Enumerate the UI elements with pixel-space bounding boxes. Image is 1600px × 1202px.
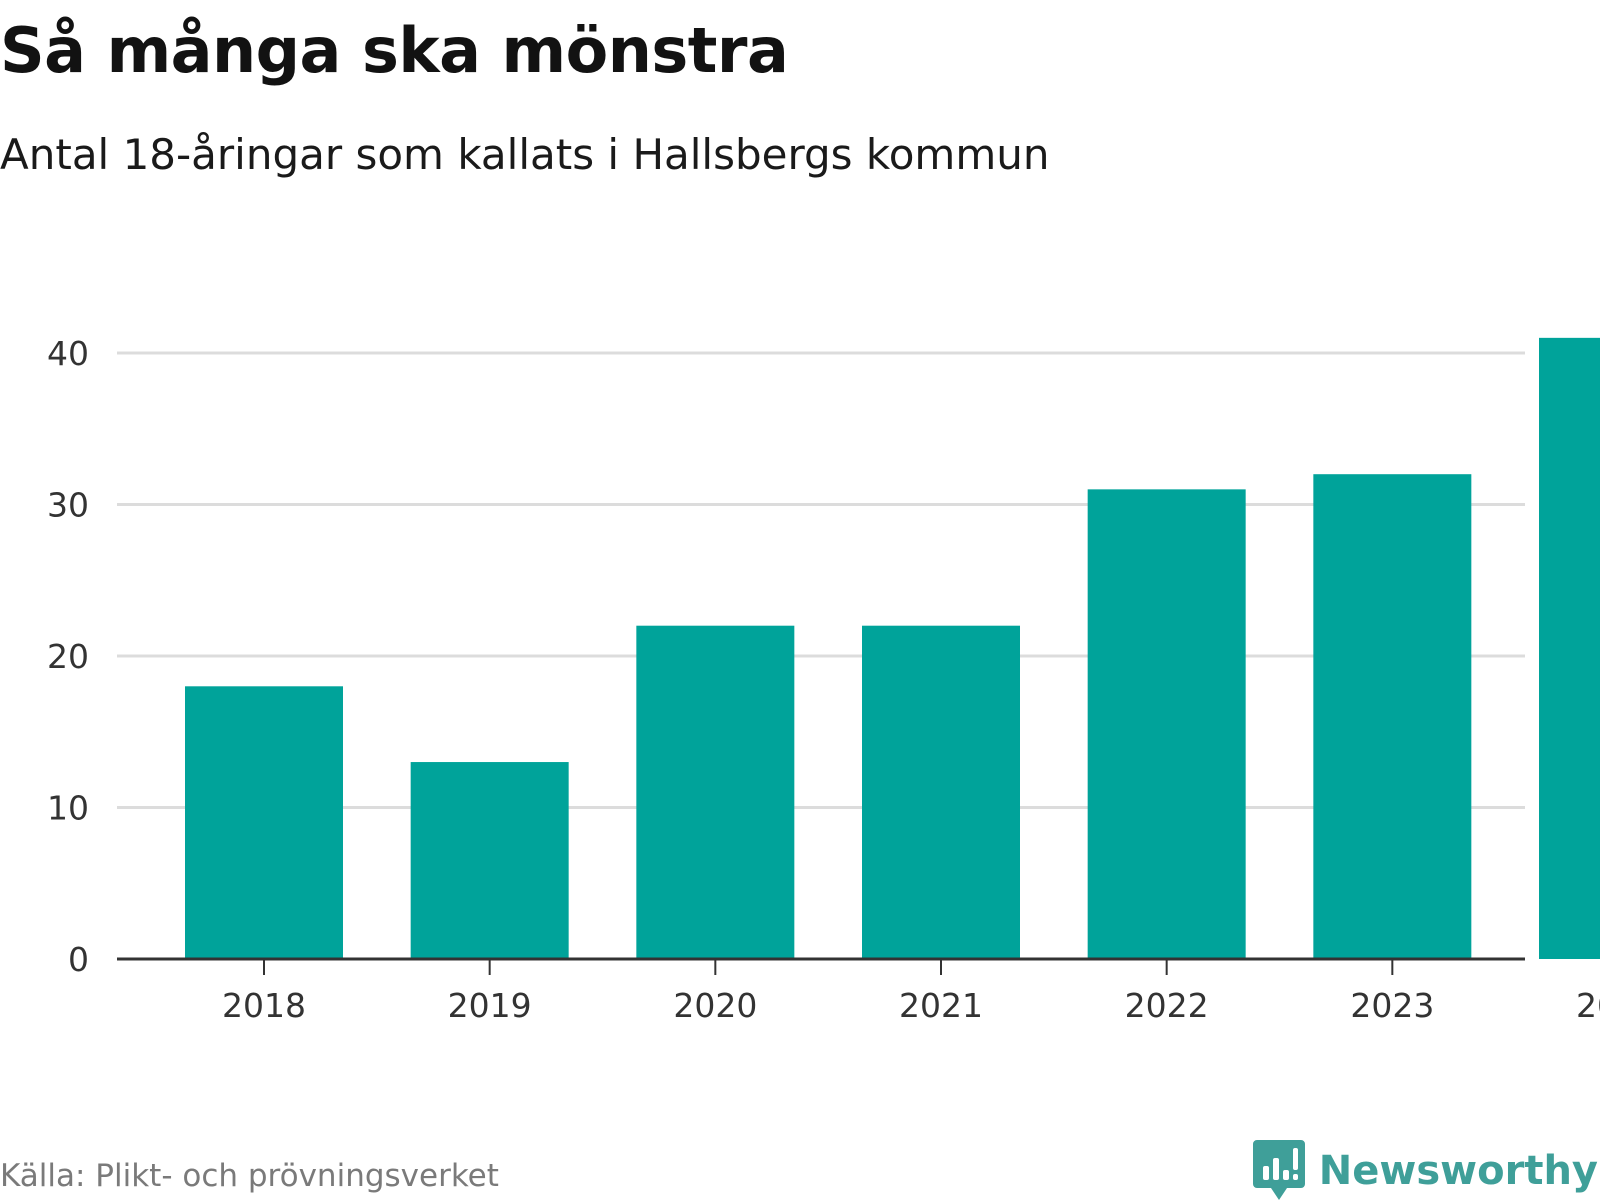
bars (185, 337, 1600, 960)
y-tick-label-40: 40 (47, 334, 89, 373)
x-tick-label-2018: 2018 (222, 986, 306, 1025)
gridlines (117, 351, 1525, 809)
source-note: Källa: Plikt- och prövningsverket (0, 1158, 499, 1194)
bar-2023 (1313, 474, 1472, 959)
x-tick-label-2024: 2024 (1576, 986, 1600, 1025)
x-tick-label-2023: 2023 (1350, 986, 1434, 1025)
bar-2022 (1087, 489, 1246, 959)
x-tick-label-2020: 2020 (673, 986, 757, 1025)
bar-2021 (862, 625, 1020, 959)
bar-2019 (410, 762, 569, 959)
chart-title: Så många ska mönstra (0, 14, 789, 87)
y-tick-label-10: 10 (47, 789, 89, 828)
bar-2024 (1539, 337, 1600, 960)
bar-2018 (185, 686, 343, 959)
axes: 0 10 20 30 40 2018 2019 2020 2021 2022 2023 2024 (47, 334, 1600, 1025)
x-tick-label-2021: 2021 (899, 986, 983, 1025)
newsworthy-logo: Newsworthy (1252, 1140, 1598, 1202)
bar-2020 (636, 625, 795, 959)
newsworthy-logo-icon (1252, 1140, 1305, 1200)
y-tick-label-30: 30 (47, 486, 89, 525)
x-tick-label-2019: 2019 (448, 986, 532, 1025)
x-tick-label-2022: 2022 (1125, 986, 1209, 1025)
brand-name: Newsworthy (1318, 1148, 1598, 1194)
y-tick-label-0: 0 (68, 940, 89, 979)
chart-subtitle: Antal 18-åringar som kallats i Hallsberg… (0, 130, 1050, 179)
y-tick-label-20: 20 (47, 637, 89, 676)
